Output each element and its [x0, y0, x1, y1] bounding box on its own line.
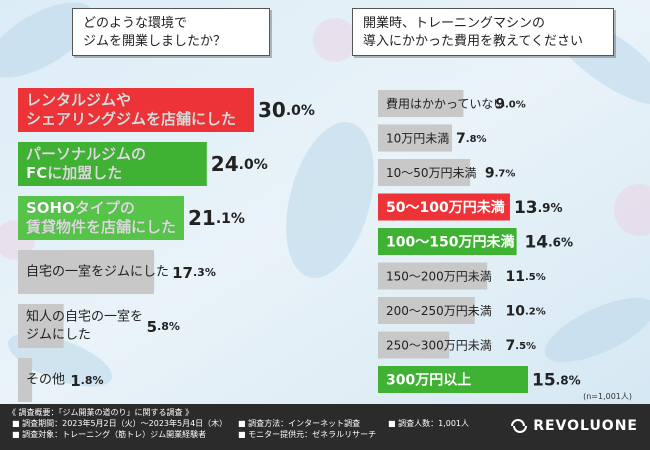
right-bar-8	[378, 331, 450, 359]
right-bar-3	[378, 159, 471, 186]
right-bar-label-3: 10〜50万円未満	[386, 166, 477, 180]
right-bar-5	[378, 228, 517, 255]
footer-period: ■ 調査期間：2023年5月2日（火）〜2023年5月4日（木）	[12, 419, 228, 428]
right-question-line-2: 導入にかかった費用を教えてください	[363, 34, 583, 49]
right-question-box: 開業時、トレーニングマシンの 導入にかかった費用を教えてください	[352, 8, 614, 56]
right-bar-2	[378, 124, 453, 152]
right-bar-label-5: 100〜150万円未満	[386, 234, 514, 251]
right-value-label-8: 7.5%	[506, 338, 537, 354]
left-value-label-4: 17.3%	[172, 264, 216, 282]
left-bar-label-1-line-2: シェアリングジムを店舗にした	[26, 110, 236, 128]
left-bar-label-1-line-1: レンタルジムや	[26, 91, 131, 109]
survey-footer: 《 調査概要：「ジム開業の道のり」に関する調査 》 ■ 調査期間：2023年5月…	[0, 404, 650, 450]
left-bar-label-3-line-1: SOHOタイプの	[26, 199, 135, 217]
right-value-label-2: 7.8%	[456, 131, 487, 147]
right-bar-label-9: 300万円以上	[386, 373, 471, 389]
right-bar-label-1: 費用はかかっていない	[386, 96, 505, 111]
logo-text: REVOLUONE	[533, 418, 638, 434]
right-value-label-4: 13.9%	[514, 198, 563, 218]
left-bar-label-5-line-2: ジムにした	[26, 328, 91, 343]
logo-mark-icon	[511, 419, 528, 433]
left-value-label-2: 24.0%	[211, 152, 268, 176]
left-bar-label-3-line-2: 賃貸物件を店舗にした	[25, 218, 176, 236]
right-bar-label-2: 10万円未満	[386, 132, 449, 146]
right-bar-1	[378, 90, 464, 117]
right-value-label-5: 14.6%	[524, 233, 573, 253]
left-bar-label-6-line-1: その他	[26, 373, 65, 388]
footer-count: ■ 調査人数：1,001人	[388, 419, 470, 428]
right-bar-label-6: 150〜200万円未満	[386, 270, 492, 284]
left-bar-label-4-line-1: 自宅の一室をジムにした	[26, 264, 169, 280]
left-bar-label-2-line-1: パーソナルジムの	[26, 145, 146, 163]
left-question-line-2: ジムを開業しましたか？	[83, 34, 227, 49]
right-bar-label-8: 250〜300万円未満	[386, 339, 492, 353]
revoluone-logo: REVOLUONE	[510, 418, 638, 434]
left-value-label-5: 5.8%	[147, 318, 180, 336]
left-bar-label-2-line-2: FCに加盟した	[26, 164, 122, 182]
right-bar-label-4: 50〜100万円未満	[386, 199, 505, 216]
footer-target: ■ 調査対象：トレーニング（筋トレ）ジム開業経験者	[12, 430, 207, 439]
footer-method: ■ 調査方法：インターネット調査	[238, 419, 361, 428]
left-bar-4	[18, 250, 155, 294]
right-question-line-1: 開業時、トレーニングマシンの	[363, 16, 546, 31]
right-value-label-3: 9.7%	[485, 166, 516, 182]
footer-provider: ■ モニター提供元：ゼネラルリサーチ	[238, 430, 377, 439]
right-bar-label-7: 200〜250万円未満	[386, 304, 492, 318]
right-value-label-7: 10.2%	[506, 304, 546, 320]
right-bar-7	[378, 297, 475, 324]
right-value-label-9: 15.8%	[532, 371, 581, 391]
left-question-line-1: どのような環境で	[83, 16, 188, 31]
left-bar-1	[18, 88, 254, 132]
sample-size-note: (n=1,001人)	[583, 392, 632, 401]
left-bar-3	[18, 196, 184, 240]
footer-title: 《 調査概要：「ジム開業の道のり」に関する調査 》	[8, 408, 194, 417]
left-bar-6	[18, 358, 33, 402]
right-bar-6	[378, 262, 488, 290]
left-value-label-3: 21.1%	[188, 206, 245, 230]
right-value-label-6: 11.5%	[506, 269, 546, 285]
left-value-label-1: 30.0%	[258, 98, 315, 122]
left-question-box: どのような環境で ジムを開業しましたか？	[72, 8, 270, 56]
right-bar-9	[378, 366, 528, 393]
left-bar-5	[18, 304, 64, 348]
left-bar-2	[18, 142, 207, 186]
left-value-label-6: 1.8%	[70, 372, 103, 390]
right-value-label-1: 9.0%	[495, 97, 526, 113]
right-bar-4	[378, 193, 510, 221]
left-bar-label-5-line-1: 知人の自宅の一室を	[26, 309, 143, 325]
